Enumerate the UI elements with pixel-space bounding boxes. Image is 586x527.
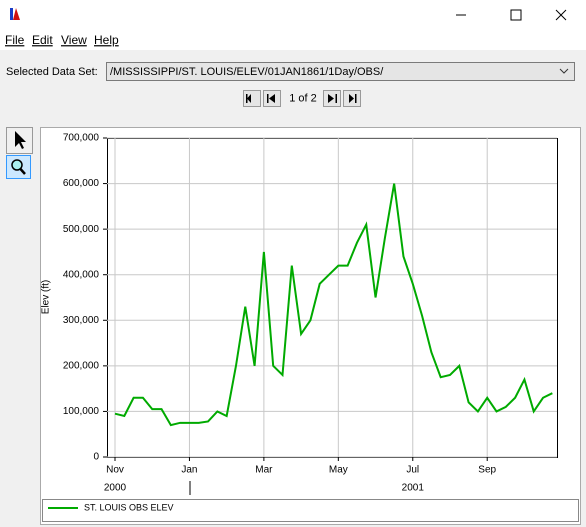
y-tick-label: 500,000 xyxy=(63,224,100,235)
dataset-value: /MISSISSIPPI/ST. LOUIS/ELEV/01JAN1861/1D… xyxy=(110,66,384,78)
maximize-button[interactable] xyxy=(510,9,522,21)
y-tick-label: 0 xyxy=(93,452,99,463)
menu-edit[interactable]: Edit xyxy=(32,33,53,47)
x-tick-label: Jul xyxy=(406,465,419,476)
x-tick-label: May xyxy=(329,465,348,476)
dataset-combo[interactable] xyxy=(106,62,575,81)
y-axis-title: Elev (ft) xyxy=(41,280,52,314)
pointer-icon xyxy=(15,131,26,149)
legend-label: ST. LOUIS OBS ELEV xyxy=(84,502,174,512)
page-indicator: 1 of 2 xyxy=(289,92,317,104)
y-tick-label: 600,000 xyxy=(63,178,100,189)
x-tick-label: Nov xyxy=(106,465,124,476)
combo-arrow xyxy=(559,68,569,74)
legend xyxy=(42,499,579,522)
y-tick-label: 300,000 xyxy=(63,315,100,326)
menu-file[interactable]: File xyxy=(5,33,25,47)
x-tick-label: Sep xyxy=(478,465,496,476)
x-year-label: 2001 xyxy=(402,483,425,494)
y-tick-label: 400,000 xyxy=(63,269,100,280)
y-tick-label: 200,000 xyxy=(63,360,100,371)
series-line xyxy=(114,183,553,427)
plot-area xyxy=(107,138,558,458)
dataset-label: Selected Data Set: xyxy=(6,66,98,78)
y-tick-label: 700,000 xyxy=(63,133,100,144)
y-tick-label: 100,000 xyxy=(63,406,100,417)
menu-view[interactable]: View xyxy=(61,33,87,47)
nav xyxy=(243,90,361,107)
menu-help[interactable]: Help xyxy=(94,33,119,47)
app-icon xyxy=(10,8,20,20)
x-tick-label: Jan xyxy=(181,465,197,476)
title-bar xyxy=(0,0,586,30)
x-tick-label: Mar xyxy=(255,465,273,476)
x-year-label: 2000 xyxy=(104,483,127,494)
close-button[interactable] xyxy=(555,9,567,21)
menu-bar xyxy=(0,30,586,50)
first-button[interactable] xyxy=(243,90,261,107)
zoom-icon xyxy=(11,159,26,175)
